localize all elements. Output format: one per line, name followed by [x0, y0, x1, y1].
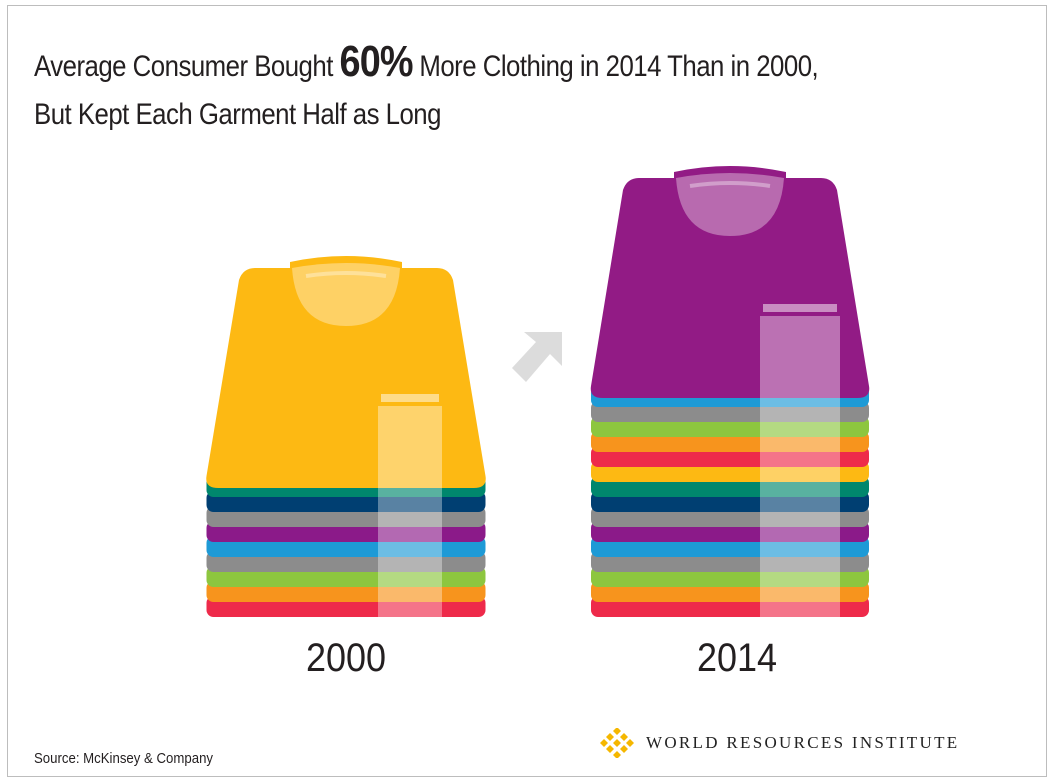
logo-diamond: [600, 739, 608, 747]
brand-logo: WORLD RESOURCES INSTITUTE: [600, 728, 959, 758]
logo-diamond: [613, 739, 621, 747]
collar-seam: [305, 271, 387, 278]
collar-seam: [689, 181, 771, 188]
infographic-frame: [7, 5, 1047, 777]
brand-name: WORLD RESOURCES INSTITUTE: [646, 733, 960, 752]
shirt-pocket: [760, 316, 840, 398]
shirt-neckline: [676, 173, 784, 236]
logo-diamond: [613, 751, 621, 758]
year-label-2000: 2000: [305, 636, 387, 680]
top-shirt: [590, 178, 870, 398]
shirt-pocket: [378, 406, 442, 488]
shirt-collar: [290, 256, 402, 274]
logo-diamond: [620, 733, 628, 741]
title-line1-before: Average Consumer Bought: [34, 50, 340, 83]
pocket-stripe: [760, 386, 840, 617]
pocket-stripe: [378, 476, 442, 617]
title-line2: But Kept Each Garment Half as Long: [34, 98, 441, 131]
title-line1-after: More Clothing in 2014 Than in 2000,: [412, 50, 819, 83]
shirt-neckline: [292, 263, 400, 326]
logo-diamond: [620, 745, 628, 753]
logo-diamond: [606, 745, 614, 753]
year-label-2014: 2014: [696, 636, 778, 680]
growth-arrow-icon: [512, 332, 562, 382]
wri-logo-icon: [600, 728, 634, 758]
logo-diamond: [613, 728, 621, 735]
title-emphasis-percent: 60%: [339, 37, 414, 86]
shirt-stack-2014: [590, 166, 870, 617]
source-note: Source: McKinsey & Company: [34, 750, 214, 767]
shirt-collar: [674, 166, 786, 184]
shirt-stack-2000: [206, 256, 486, 617]
pocket-flap: [381, 394, 439, 402]
logo-diamond: [606, 733, 614, 741]
infographic-title: Average Consumer Bought 60% More Clothin…: [34, 38, 894, 139]
logo-diamond: [626, 739, 634, 747]
top-shirt: [206, 268, 486, 488]
pocket-flap: [763, 304, 837, 312]
